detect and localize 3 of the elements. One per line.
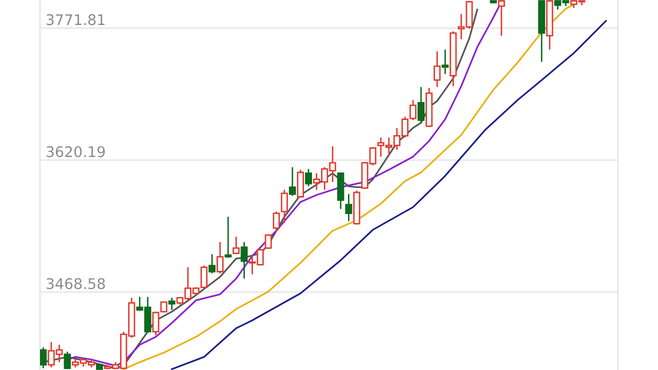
y-tick-label: 3771.81: [46, 14, 105, 26]
y-tick-label: 3468.58: [46, 278, 105, 290]
y-tick-label: 3620.19: [46, 146, 105, 158]
